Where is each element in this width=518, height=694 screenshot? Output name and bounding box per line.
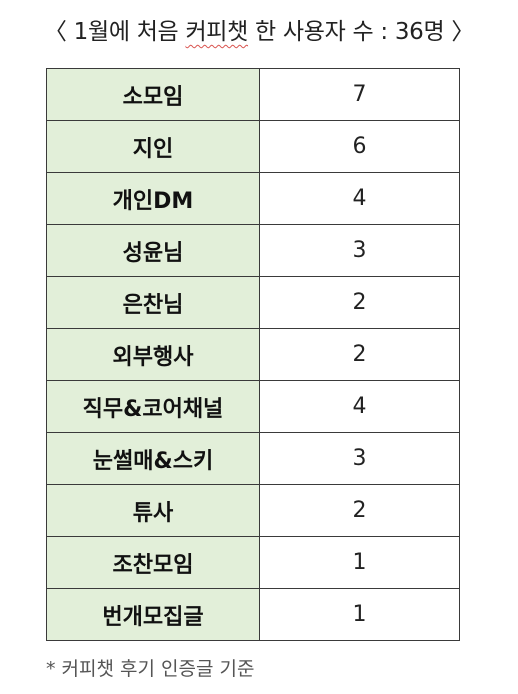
user-count-cell: 2 — [259, 276, 460, 329]
user-count-cell: 3 — [259, 432, 460, 485]
source-name-cell: 번개모집글 — [46, 588, 260, 641]
user-count-cell: 1 — [259, 536, 460, 589]
source-name-cell: 외부행사 — [46, 328, 260, 381]
title-prefix: 〈 1월에 처음 — [43, 19, 186, 45]
table-row: 소모임 7 — [46, 68, 460, 121]
user-count-cell: 6 — [259, 120, 460, 173]
table-row: 눈썰매&스키 3 — [46, 432, 460, 485]
source-name-cell: 눈썰매&스키 — [46, 432, 260, 485]
source-name-cell: 튜사 — [46, 484, 260, 537]
table-row: 지인 6 — [46, 120, 460, 173]
user-count-cell: 1 — [259, 588, 460, 641]
page-title: 〈 1월에 처음 커피챗 한 사용자 수 : 36명 〉 — [0, 12, 518, 46]
user-count-table: 소모임 7 지인 6 개인DM 4 성윤님 3 은찬님 2 외부행사 2 — [46, 68, 460, 641]
user-count-table-container: 소모임 7 지인 6 개인DM 4 성윤님 3 은찬님 2 외부행사 2 — [46, 68, 460, 641]
user-count-cell: 3 — [259, 224, 460, 277]
source-name-cell: 성윤님 — [46, 224, 260, 277]
table-row: 직무&코어채널 4 — [46, 380, 460, 433]
source-name-cell: 은찬님 — [46, 276, 260, 329]
table-row: 튜사 2 — [46, 484, 460, 537]
title-highlight-word: 커피챗 — [185, 19, 249, 45]
source-name-cell: 직무&코어채널 — [46, 380, 260, 433]
user-count-cell: 2 — [259, 328, 460, 381]
user-count-cell: 4 — [259, 380, 460, 433]
source-name-cell: 조찬모임 — [46, 536, 260, 589]
source-name-cell: 개인DM — [46, 172, 260, 225]
table-row: 번개모집글 1 — [46, 588, 460, 641]
user-count-cell: 7 — [259, 68, 460, 121]
title-suffix: 한 사용자 수 : 36명 〉 — [248, 19, 475, 45]
user-count-cell: 2 — [259, 484, 460, 537]
table-row: 은찬님 2 — [46, 276, 460, 329]
footnote: * 커피챗 후기 인증글 기준 — [46, 658, 255, 680]
table-row: 성윤님 3 — [46, 224, 460, 277]
source-name-cell: 지인 — [46, 120, 260, 173]
source-name-cell: 소모임 — [46, 68, 260, 121]
user-count-cell: 4 — [259, 172, 460, 225]
table-row: 조찬모임 1 — [46, 536, 460, 589]
table-row: 외부행사 2 — [46, 328, 460, 381]
table-row: 개인DM 4 — [46, 172, 460, 225]
